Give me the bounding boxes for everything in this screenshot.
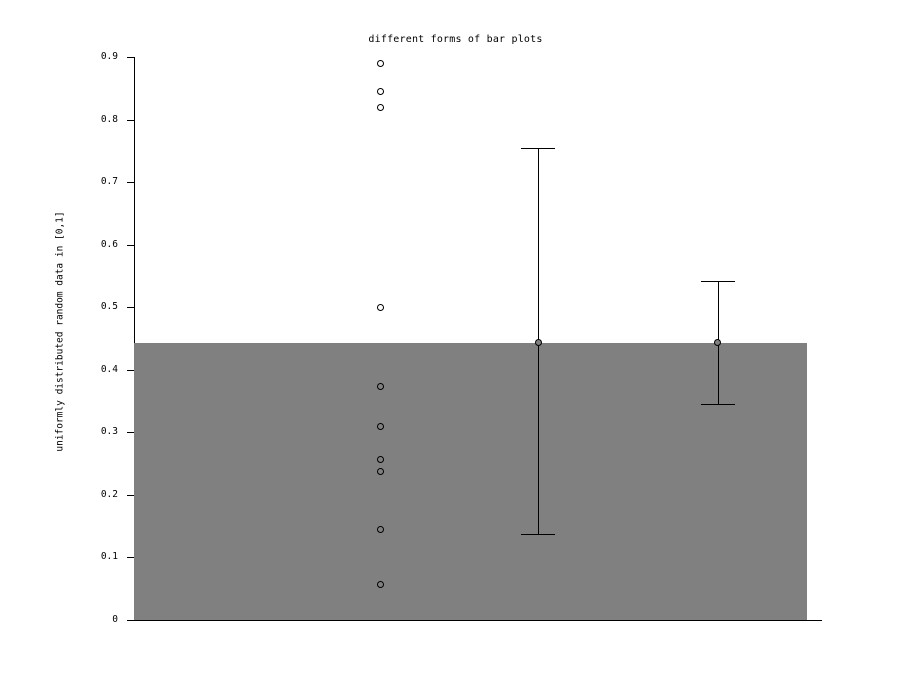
y-axis-tick-label: 0.5 (100, 301, 118, 313)
mean-marker (714, 339, 721, 347)
y-axis-tick (127, 369, 134, 371)
y-axis-tick (127, 557, 134, 559)
scatter-point (377, 103, 384, 111)
mean-marker (534, 339, 542, 347)
scatter-point (377, 383, 384, 391)
scatter-point (377, 423, 384, 431)
y-axis-tick (127, 494, 134, 496)
scatter-point (377, 525, 384, 533)
scatter-point (377, 467, 384, 475)
y-axis-label: uniformly distributed random data in [0,… (54, 211, 66, 452)
y-axis-tick-label: 0.3 (100, 426, 118, 438)
y-axis-tick (127, 307, 134, 309)
y-axis-tick-label: 0.6 (100, 238, 118, 250)
y-axis-tick (127, 119, 134, 121)
error-bar-cap-bottom (700, 404, 735, 406)
scatter-point (377, 456, 384, 464)
y-axis-tick (127, 244, 134, 246)
scatter-point (377, 87, 384, 95)
y-axis-tick-label: 0.9 (100, 51, 118, 62)
y-axis-tick-label: 0.7 (100, 176, 118, 188)
error-bar-cap-top (700, 280, 735, 282)
error-bar-cap-bottom (521, 533, 555, 535)
y-axis-line (134, 57, 135, 621)
y-axis-tick-label: 0.2 (100, 488, 118, 500)
y-axis-tick-label: 0.4 (100, 363, 118, 375)
y-axis-tick (127, 57, 134, 58)
y-axis-tick (127, 182, 134, 184)
y-axis-tick-label: 0.8 (100, 113, 118, 125)
error-bar-cap-top (521, 148, 555, 150)
y-axis-tick (127, 620, 134, 621)
scatter-point (377, 303, 384, 311)
y-axis-tick-label: 0 (112, 614, 118, 625)
scatter-point (377, 59, 384, 67)
y-axis-tick-label: 0.1 (100, 551, 118, 563)
scatter-point (377, 580, 384, 588)
bar-1[interactable] (134, 342, 313, 620)
y-axis-tick (127, 432, 134, 434)
chart-title: different forms of bar plots (368, 34, 543, 45)
x-axis-line (134, 620, 822, 621)
